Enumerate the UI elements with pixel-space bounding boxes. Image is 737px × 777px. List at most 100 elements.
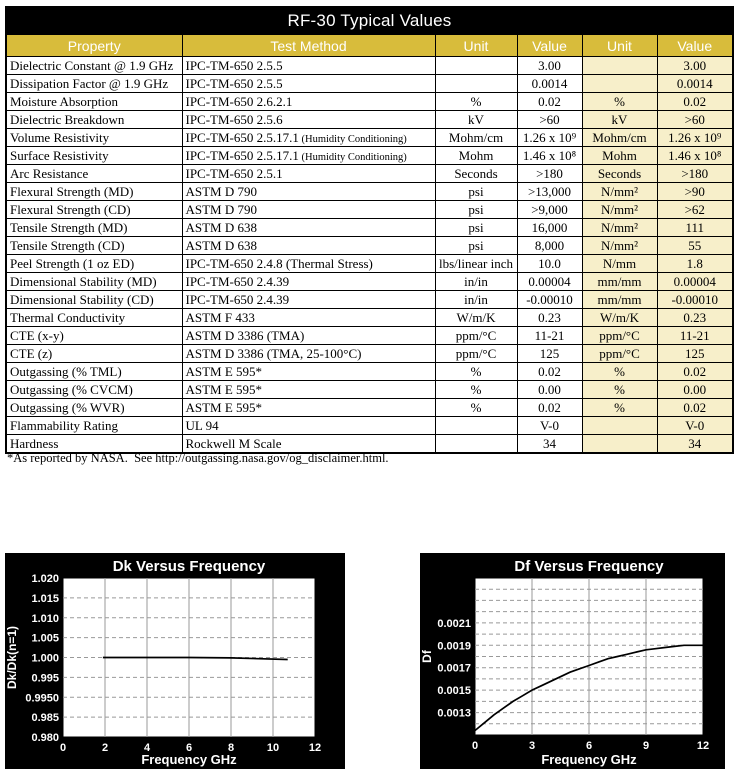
- unit-cell: in/in: [434, 272, 518, 291]
- x-tick-label: 6: [586, 740, 592, 752]
- unit-cell: [434, 416, 518, 435]
- value-cell: 8,000: [516, 236, 583, 255]
- y-tick-label: 1.020: [31, 573, 59, 585]
- property-cell: Tensile Strength (CD): [5, 236, 183, 255]
- test-method-cell: IPC-TM-650 2.5.5: [181, 56, 436, 75]
- test-method-cell: ASTM D 3386 (TMA, 25-100°C): [181, 344, 436, 363]
- x-tick-label: 12: [309, 742, 321, 754]
- unit-cell-metric: %: [581, 380, 658, 399]
- column-header-row: Property Test Method Unit Value Unit Value: [5, 34, 734, 57]
- table-row: Tensile Strength (MD) ASTM D 638 psi 16,000…: [5, 218, 734, 237]
- x-tick-label: 0: [472, 740, 478, 752]
- property-cell: Flexural Strength (MD): [5, 182, 183, 201]
- test-method-cell: ASTM F 433: [181, 308, 436, 327]
- chart-title: Df Versus Frequency: [514, 558, 664, 575]
- table-row: Moisture Absorption IPC-TM-650 2.6.2.1% 0.…: [5, 92, 734, 111]
- unit-cell: psi: [434, 218, 518, 237]
- unit-cell-metric: [581, 434, 658, 454]
- property-cell: Peel Strength (1 oz ED): [5, 254, 183, 273]
- property-cell: Dielectric Breakdown: [5, 110, 183, 129]
- x-tick-label: 12: [697, 740, 709, 752]
- property-cell: CTE (x-y): [5, 326, 183, 345]
- test-method-cell: ASTM D 790: [181, 182, 436, 201]
- value-cell-metric: 125: [656, 344, 734, 363]
- x-axis-label: Frequency GHz: [141, 752, 237, 767]
- y-tick-label: 0.985: [31, 712, 59, 724]
- value-cell: 0.00: [516, 380, 583, 399]
- unit-cell: Mohm: [434, 146, 518, 165]
- table-row: Dimensional Stability (MD) IPC-TM-650 2.4…: [5, 272, 734, 291]
- unit-cell: [434, 56, 518, 75]
- x-tick-label: 9: [643, 740, 649, 752]
- table-row: CTE (x-y) ASTM D 3386 (TMA) ppm/°C 11-21 ppm…: [5, 326, 734, 345]
- value-cell-metric: >90: [656, 182, 734, 201]
- value-cell-metric: 111: [656, 218, 734, 237]
- test-method-cell: ASTM E 595*: [181, 362, 436, 381]
- unit-cell: lbs/linear inch: [434, 254, 518, 273]
- test-method-cell: ASTM D 638: [181, 236, 436, 255]
- unit-cell: Seconds: [434, 164, 518, 183]
- y-axis-label: Df: [420, 649, 434, 663]
- data-line: [474, 644, 703, 732]
- table-row: CTE (z) ASTM D 3386 (TMA, 25-100°C) ppm/°C…: [5, 344, 734, 363]
- value-cell: 0.23: [516, 308, 583, 327]
- test-method-cell: UL 94: [181, 416, 436, 435]
- property-cell: Moisture Absorption: [5, 92, 183, 111]
- unit-cell-metric: %: [581, 362, 658, 381]
- property-cell: Hardness: [5, 434, 183, 454]
- value-cell: 0.02: [516, 362, 583, 381]
- test-method-cell: IPC-TM-650 2.5.6: [181, 110, 436, 129]
- unit-cell: [434, 74, 518, 93]
- unit-cell-metric: [581, 74, 658, 93]
- property-cell: Arc Resistance: [5, 164, 183, 183]
- unit-cell-metric: %: [581, 398, 658, 417]
- property-cell: Outgassing (% WVR): [5, 398, 183, 417]
- table-row: Hardness Rockwell M Scale 34 34: [5, 434, 734, 454]
- x-axis-label: Frequency GHz: [541, 752, 637, 767]
- chart-svg: Dk Versus Frequency0.9800.9850.99500.995…: [5, 553, 345, 769]
- value-cell: 0.0014: [516, 74, 583, 93]
- x-tick-label: 4: [144, 742, 151, 754]
- test-method-cell: IPC-TM-650 2.4.8 (Thermal Stress): [181, 254, 436, 273]
- table-title: RF-30 Typical Values: [5, 6, 734, 35]
- value-cell: -0.00010: [516, 290, 583, 309]
- unit-cell: kV: [434, 110, 518, 129]
- x-tick-label: 8: [228, 742, 234, 754]
- y-tick-label: 0.0017: [437, 663, 471, 675]
- value-cell: 11-21: [516, 326, 583, 345]
- table-row: Flexural Strength (CD) ASTM D 790 psi >9,00…: [5, 200, 734, 219]
- y-tick-label: 0.0021: [437, 618, 471, 630]
- property-cell: Dimensional Stability (MD): [5, 272, 183, 291]
- column-header-4: Unit: [581, 34, 658, 57]
- unit-cell-metric: [581, 56, 658, 75]
- method-note: (Humidity Conditioning): [298, 151, 407, 163]
- value-cell-metric: -0.00010: [656, 290, 734, 309]
- table-row: Dimensional Stability (CD) IPC-TM-650 2.4…: [5, 290, 734, 309]
- chart-svg: Df Versus Frequency 0.0013 0.0015 0.0017 0.0…: [420, 553, 725, 769]
- y-tick-label: 0.980: [31, 732, 59, 744]
- unit-cell: %: [434, 380, 518, 399]
- value-cell: 16,000: [516, 218, 583, 237]
- test-method-cell: ASTM E 595*: [181, 398, 436, 417]
- value-cell-metric: >60: [656, 110, 734, 129]
- column-header-5: Value: [656, 34, 734, 57]
- footnote: *As reported by NASA. See http://outgass…: [7, 451, 389, 465]
- property-cell: Outgassing (% TML): [5, 362, 183, 381]
- value-cell: 1.46 x 10⁸: [516, 146, 583, 165]
- chart-title: Dk Versus Frequency: [113, 558, 266, 575]
- property-cell: Volume Resistivity: [5, 128, 183, 147]
- property-cell: Flammability Rating: [5, 416, 183, 435]
- value-cell: 3.00: [516, 56, 583, 75]
- value-cell-metric: 1.26 x 10⁹: [656, 128, 734, 147]
- property-cell: Tensile Strength (MD): [5, 218, 183, 237]
- value-cell: >180: [516, 164, 583, 183]
- table-row: Tensile Strength (CD) ASTM D 638 psi 8,000 N…: [5, 236, 734, 255]
- table-row: Peel Strength (1 oz ED) IPC-TM-650 2.4.8 …: [5, 254, 734, 273]
- unit-cell: %: [434, 92, 518, 111]
- y-tick-label: 1.000: [31, 653, 59, 665]
- table-row: Surface Resistivity IPC-TM-650 2.5.17.1 (…: [5, 146, 734, 165]
- table-row: Dielectric Breakdown IPC-TM-650 2.5.6 kV >6…: [5, 110, 734, 129]
- value-cell-metric: 0.00004: [656, 272, 734, 291]
- unit-cell: %: [434, 362, 518, 381]
- unit-cell-metric: mm/mm: [581, 290, 658, 309]
